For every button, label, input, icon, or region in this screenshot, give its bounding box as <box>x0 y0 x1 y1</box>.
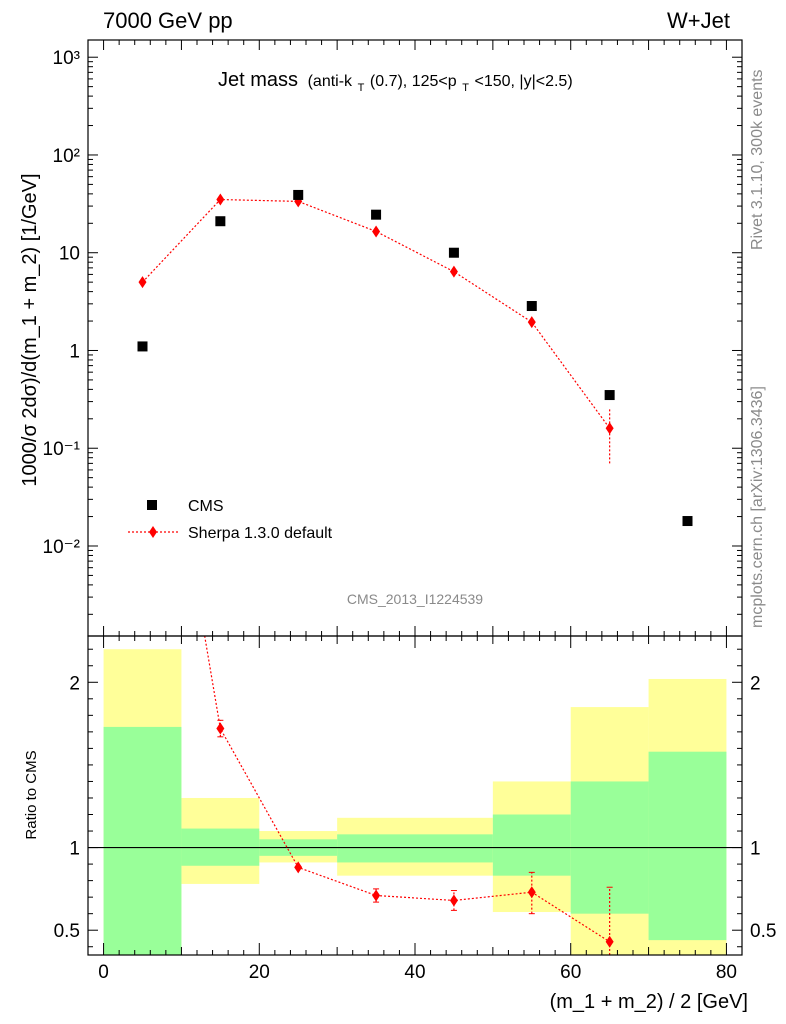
mc-point <box>449 265 458 278</box>
x-tick-label: 60 <box>560 962 581 983</box>
rivet-label: Rivet 3.1.10, 300k events <box>749 69 766 250</box>
title-p-sub: T <box>462 82 469 94</box>
energy-label: 7000 GeV pp <box>103 8 233 33</box>
main-y-tick-label: 1 <box>69 341 80 362</box>
ratio-panel: 2 2 1 1 0.5 0.5 0 20 40 60 80 Ratio to CMS (m_1 + … <box>23 635 776 1013</box>
cms-point <box>448 247 459 258</box>
main-y-tick-label: 10⁻² <box>43 537 81 558</box>
band-inner <box>648 751 727 941</box>
band-inner <box>415 834 493 863</box>
ratio-point <box>605 935 614 948</box>
x-tick-label: 0 <box>98 962 109 983</box>
cms-point <box>293 189 304 200</box>
ratio-y-tick-label-right: 0.5 <box>750 921 776 942</box>
title-mid: (0.7), 125<p <box>370 73 457 90</box>
main-panel: 10³ 10² 10 1 10⁻¹ 10⁻² Jet mass (anti-k T (0.… <box>19 39 743 637</box>
mc-point <box>216 193 225 206</box>
band-inner <box>337 834 415 863</box>
main-title: Jet mass (anti-k T (0.7), 125<p T <150, … <box>218 69 573 96</box>
mc-point <box>138 276 147 289</box>
legend-cms-label: CMS <box>188 498 224 515</box>
cms-point <box>215 216 226 227</box>
main-y-tick-label: 10³ <box>53 48 80 69</box>
mc-point <box>372 225 381 238</box>
cms-point <box>526 301 537 312</box>
ratio-y-tick-label-right: 1 <box>750 839 761 860</box>
main-y-tick-label: 10 <box>59 244 80 265</box>
legend-sherpa-label: Sherpa 1.3.0 default <box>188 525 333 542</box>
ratio-point <box>294 861 303 874</box>
title-k-sub: T <box>358 82 365 94</box>
legend: CMS Sherpa 1.3.0 default <box>128 498 333 542</box>
x-tick-label: 80 <box>716 962 737 983</box>
ratio-y-label: Ratio to CMS <box>23 750 40 839</box>
x-axis-label: (m_1 + m_2) / 2 [GeV] <box>550 991 748 1013</box>
band-inner <box>492 814 571 876</box>
ratio-point <box>372 889 381 902</box>
main-frame <box>87 39 743 637</box>
analysis-label: CMS_2013_I1224539 <box>347 591 483 607</box>
ratio-point <box>216 722 225 735</box>
ratio-y-tick-label-left: 1 <box>69 839 80 860</box>
title-main: Jet mass <box>218 69 298 91</box>
main-y-tick-label: 10⁻¹ <box>43 439 81 460</box>
legend-cms-marker <box>147 500 157 510</box>
mc-point <box>605 422 614 435</box>
ratio-marks: 2 2 1 1 0.5 0.5 0 20 40 60 80 <box>54 635 776 983</box>
title-end: <150, |y|<2.5) <box>475 73 573 90</box>
ratio-point <box>449 894 458 907</box>
title-sub: (anti-k <box>308 73 353 90</box>
mcplots-label: mcplots.cern.ch [arXiv:1306.3436] <box>749 386 766 628</box>
ratio-y-tick-label-right: 2 <box>750 673 761 694</box>
ratio-y-tick-label-left: 2 <box>69 673 80 694</box>
legend-sherpa-marker <box>149 526 157 538</box>
main-y-label: 1000/σ 2dσ)/d(m_1 + m_2) [1/GeV] <box>19 173 41 486</box>
main-marks: 10³ 10² 10 1 10⁻¹ 10⁻² <box>43 39 743 637</box>
cms-point <box>137 341 148 352</box>
mc-point <box>527 316 536 329</box>
cms-point <box>604 390 615 401</box>
cms-point <box>371 209 382 220</box>
ratio-point <box>527 886 536 899</box>
x-tick-label: 20 <box>249 962 270 983</box>
process-label: W+Jet <box>667 8 730 33</box>
band-inner <box>103 726 182 955</box>
main-y-tick-label: 10² <box>53 146 80 167</box>
ratio-y-tick-label-left: 0.5 <box>54 921 80 942</box>
cms-point <box>682 516 693 527</box>
x-tick-label: 40 <box>404 962 425 983</box>
